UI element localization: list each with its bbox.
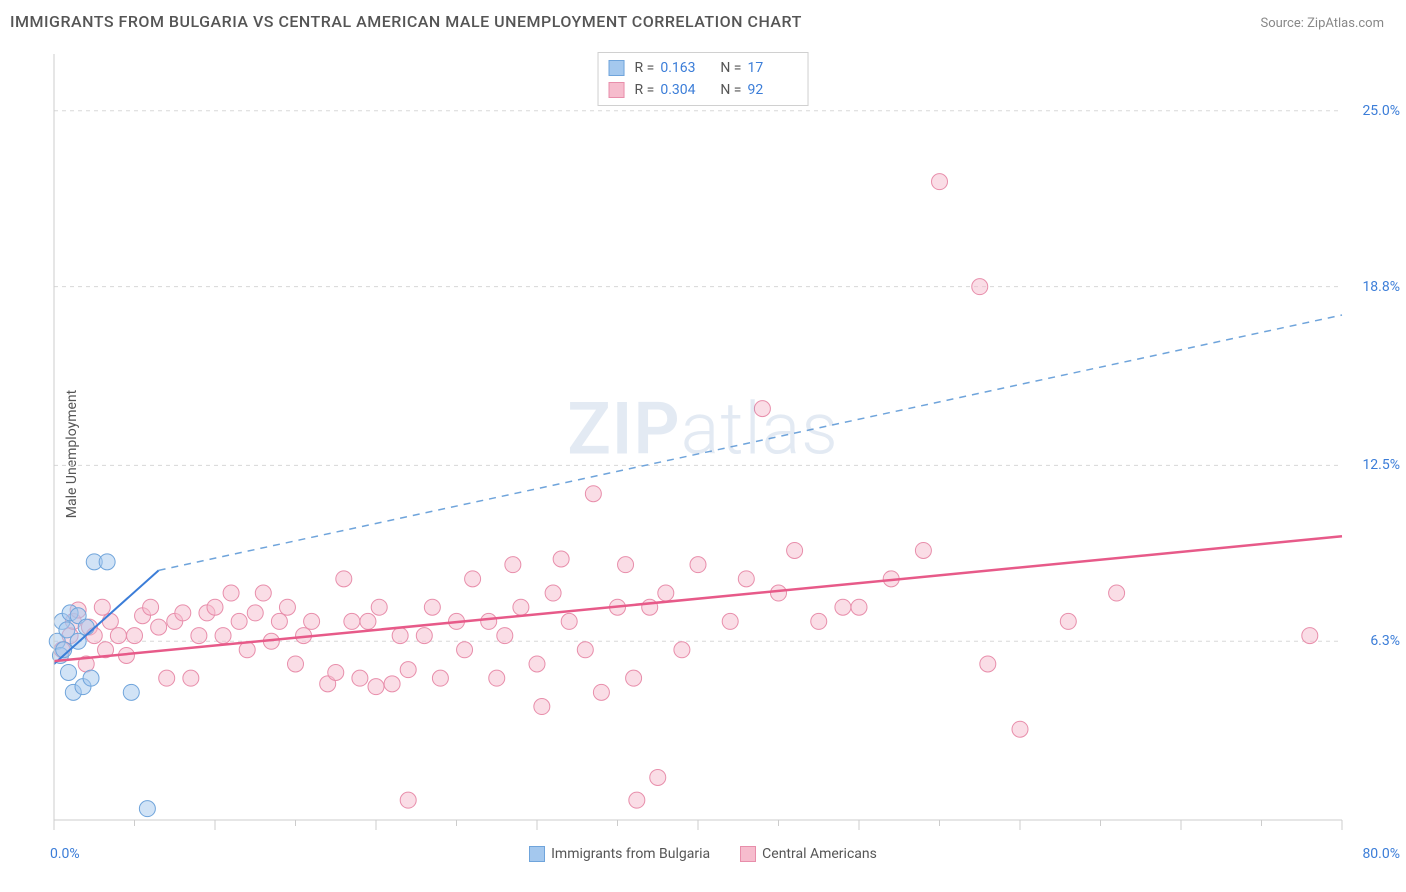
legend-row: R = 0.163N = 17: [609, 57, 798, 79]
ch-svg: [48, 44, 1388, 864]
legend-series: Immigrants from Bulgaria Central American…: [0, 846, 1406, 862]
legend-row: R = 0.304N = 92: [609, 79, 798, 101]
legend-swatch-icon: [740, 846, 756, 862]
legend-swatch-icon: [609, 60, 625, 76]
plot-area: Male Unemployment ZIPatlas R = 0.163N = …: [0, 44, 1406, 864]
chart-header: IMMIGRANTS FROM BULGARIA VS CENTRAL AMER…: [0, 0, 1406, 39]
legend-swatch-icon: [609, 82, 625, 98]
y-tick-label: 25.0%: [1362, 103, 1400, 119]
legend-correlation: R = 0.163N = 17R = 0.304N = 92: [598, 52, 809, 106]
legend-item: Immigrants from Bulgaria: [529, 846, 710, 862]
y-tick-label: 18.8%: [1362, 279, 1400, 295]
x-axis-max-label: 80.0%: [1362, 846, 1400, 862]
chart-title: IMMIGRANTS FROM BULGARIA VS CENTRAL AMER…: [10, 12, 802, 31]
legend-item: Central Americans: [740, 846, 877, 862]
y-tick-label: 12.5%: [1362, 457, 1400, 473]
x-axis-min-label: 0.0%: [50, 846, 80, 862]
y-tick-label: 6.3%: [1370, 633, 1400, 649]
legend-label: Central Americans: [762, 846, 877, 862]
legend-swatch-icon: [529, 846, 545, 862]
legend-label: Immigrants from Bulgaria: [551, 846, 710, 862]
chart-source: Source: ZipAtlas.com: [1260, 16, 1384, 31]
